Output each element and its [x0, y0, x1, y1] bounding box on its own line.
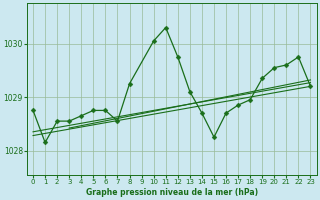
X-axis label: Graphe pression niveau de la mer (hPa): Graphe pression niveau de la mer (hPa): [86, 188, 258, 197]
